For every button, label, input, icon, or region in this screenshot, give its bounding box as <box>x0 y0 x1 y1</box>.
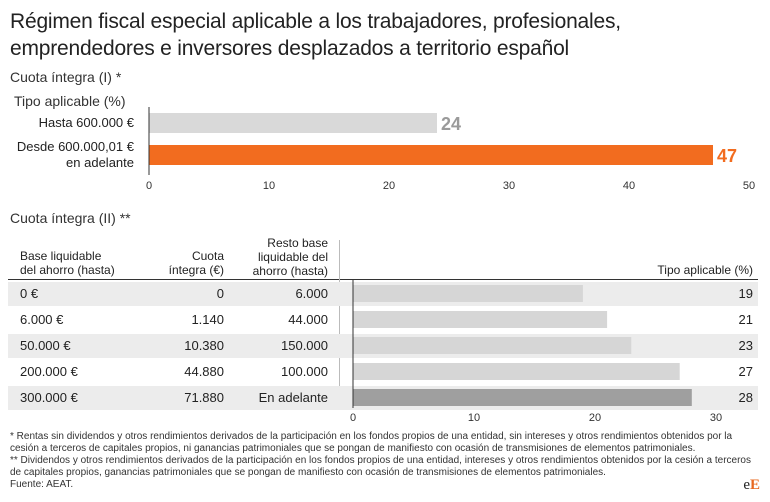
chart1-category-label: Desde 600.000,01 € <box>17 139 135 154</box>
cell-base: 0 € <box>20 286 39 301</box>
chart2-title: Cuota íntegra (II) ** <box>10 210 131 226</box>
cell-resto: 100.000 <box>281 364 328 379</box>
cell-tipo: 19 <box>738 286 753 301</box>
cell-cuota: 1.140 <box>191 312 224 327</box>
col-header-cuota: Cuota íntegra (€) <box>124 249 224 277</box>
col-header-cuota-line2: íntegra (€) <box>168 263 224 277</box>
cell-resto: En adelante <box>258 390 328 405</box>
chart2-bar <box>353 363 680 380</box>
chart2-tick-label: 30 <box>710 412 722 424</box>
col-header-base-line1: Base liquidable <box>20 249 102 263</box>
chart1-value-label: 47 <box>717 146 737 166</box>
logo-part-2: E <box>749 477 760 493</box>
chart1-value-label: 24 <box>441 114 461 134</box>
logo-part-1: e <box>743 477 750 493</box>
title-line-1: Régimen fiscal especial aplicable a los … <box>10 10 621 33</box>
cell-cuota: 44.880 <box>184 364 224 379</box>
brand-logo: eE <box>743 477 760 494</box>
chart1-tick-label: 30 <box>503 180 515 192</box>
col-header-resto-line3: ahorro (hasta) <box>252 264 328 278</box>
title-line-2: emprendedores e inversores desplazados a… <box>10 37 570 60</box>
page-title: Régimen fiscal especial aplicable a los … <box>10 8 730 62</box>
chart1-category-label: Hasta 600.000 € <box>39 115 135 130</box>
cell-resto: 150.000 <box>281 338 328 353</box>
chart2-bar <box>353 311 608 328</box>
cell-base: 300.000 € <box>20 390 78 405</box>
cell-tipo: 28 <box>738 390 753 405</box>
cell-base: 200.000 € <box>20 364 78 379</box>
cell-resto: 44.000 <box>288 312 328 327</box>
chart2-tick-label: 0 <box>350 412 356 424</box>
cell-resto: 6.000 <box>295 286 328 301</box>
col-header-base: Base liquidable del ahorro (hasta) <box>20 249 115 277</box>
cell-cuota: 10.380 <box>184 338 224 353</box>
chart1-bar <box>149 113 437 133</box>
cell-base: 6.000 € <box>20 312 64 327</box>
cell-tipo: 23 <box>738 338 753 353</box>
col-header-resto: Resto base liquidable del ahorro (hasta) <box>228 236 328 278</box>
cell-tipo: 27 <box>738 364 753 379</box>
col-header-base-line2: del ahorro (hasta) <box>20 263 115 277</box>
chart1-bar <box>149 145 713 165</box>
cell-base: 50.000 € <box>20 338 71 353</box>
chart2-tick-label: 10 <box>468 412 480 424</box>
chart1-bar-chart: 24 Hasta 600.000 € 47 Desde 600.000,01 €en … <box>17 107 755 192</box>
footnote-1: * Rentas sin dividendos y otros rendimie… <box>10 431 733 454</box>
cell-cuota: 0 <box>216 286 224 301</box>
chart2-bar-chart: 0 10 20 30 <box>350 280 722 424</box>
chart1-tick-label: 10 <box>263 180 275 192</box>
col-header-tipo: Tipo aplicable (%) <box>657 263 753 277</box>
col-header-cuota-line1: Cuota <box>191 249 224 263</box>
source-note: Fuente: AEAT. <box>10 479 74 490</box>
col-header-resto-line2: liquidable del <box>257 250 328 264</box>
cell-tipo: 21 <box>738 312 753 327</box>
chart2-tick-label: 20 <box>589 412 601 424</box>
chart2-bar <box>353 389 692 406</box>
chart1-subtitle: Tipo aplicable (%) <box>14 93 126 109</box>
chart1-category-label: en adelante <box>66 155 134 170</box>
table-header-divider <box>8 279 758 280</box>
chart1-tick-label: 40 <box>623 180 635 192</box>
chart1-tick-label: 50 <box>743 180 755 192</box>
chart1-tick-label: 20 <box>383 180 395 192</box>
chart2-bar <box>353 285 583 302</box>
chart1-title: Cuota íntegra (I) * <box>10 69 122 85</box>
chart1-tick-label: 0 <box>146 180 152 192</box>
table-column-divider <box>339 240 340 410</box>
chart2-bar <box>353 337 632 354</box>
col-header-resto-line1: Resto base <box>267 236 328 250</box>
cell-cuota: 71.880 <box>184 390 224 405</box>
footnote-2: ** Dividendos y otros rendimientos deriv… <box>10 455 751 478</box>
